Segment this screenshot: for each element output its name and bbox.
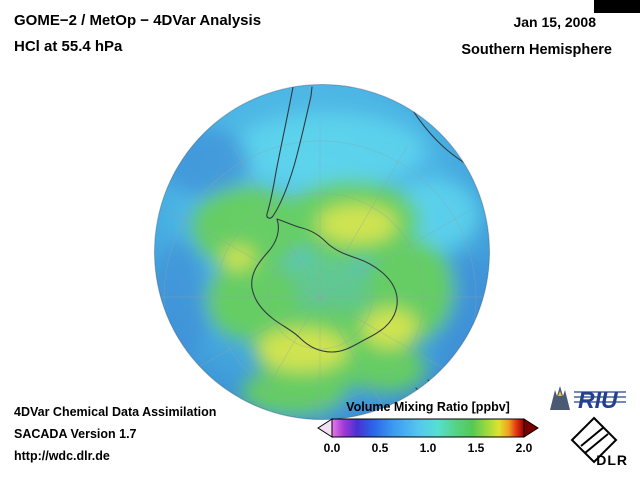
field-blob: [362, 308, 418, 348]
footer-url-label: http://wdc.dlr.de: [14, 449, 110, 463]
graticule: [154, 122, 490, 420]
riu-pinstripes: [574, 391, 626, 403]
field-blob: [221, 246, 255, 270]
dlr-swoosh-line: [584, 433, 609, 454]
field-blob: [317, 204, 397, 244]
colorbar-under-arrow: [317, 418, 333, 438]
corner-black-box: [594, 0, 640, 13]
colorbar-title: Volume Mixing Ratio [ppbv]: [346, 400, 510, 414]
colorbar-tick: 1.5: [467, 441, 485, 455]
colorbar-ticks: 0.0 0.5 1.0 1.5 2.0: [317, 441, 539, 457]
field-blob: [192, 186, 304, 270]
field-blob: [235, 114, 425, 186]
cathedral-accent: [558, 391, 562, 396]
figure-subtitle: HCl at 55.4 hPa: [14, 38, 123, 55]
field-blob: [350, 344, 426, 392]
date-label: Jan 15, 2008: [513, 14, 596, 30]
footer-assimilation-label: 4DVar Chemical Data Assimilation: [14, 405, 217, 419]
colorbar: [317, 418, 539, 438]
field-yellow-blobs: [221, 204, 418, 372]
colorbar-tick: 1.0: [419, 441, 437, 455]
colorbar-gradient-bar: [331, 418, 525, 438]
coastline-south-america: [266, 86, 313, 219]
hemisphere-label: Southern Hemisphere: [461, 42, 612, 58]
dlr-logo-text: DLR: [596, 452, 628, 468]
colorbar-tick: 0.5: [371, 441, 389, 455]
dlr-emblem-icon: [570, 416, 618, 464]
field-blob: [160, 128, 250, 196]
figure-title: GOME−2 / MetOp − 4DVar Analysis: [14, 12, 262, 29]
colorbar-over-arrow: [523, 418, 539, 438]
cathedral-icon: [550, 386, 570, 410]
globe-rim: [154, 84, 490, 420]
field-blob: [265, 257, 375, 327]
field-blob: [154, 240, 210, 360]
footer-version-label: SACADA Version 1.7: [14, 427, 137, 441]
riu-logo: RIU: [550, 386, 626, 412]
field-blob: [256, 328, 348, 372]
dlr-diamond: [570, 416, 618, 464]
riu-logo-text: RIU: [578, 387, 619, 412]
colorbar-tick: 2.0: [515, 441, 533, 455]
field-blob: [242, 368, 346, 416]
dlr-swoosh-line: [580, 426, 605, 447]
colorbar-tick: 0.0: [323, 441, 341, 455]
coastline-antarctica: [251, 218, 398, 353]
